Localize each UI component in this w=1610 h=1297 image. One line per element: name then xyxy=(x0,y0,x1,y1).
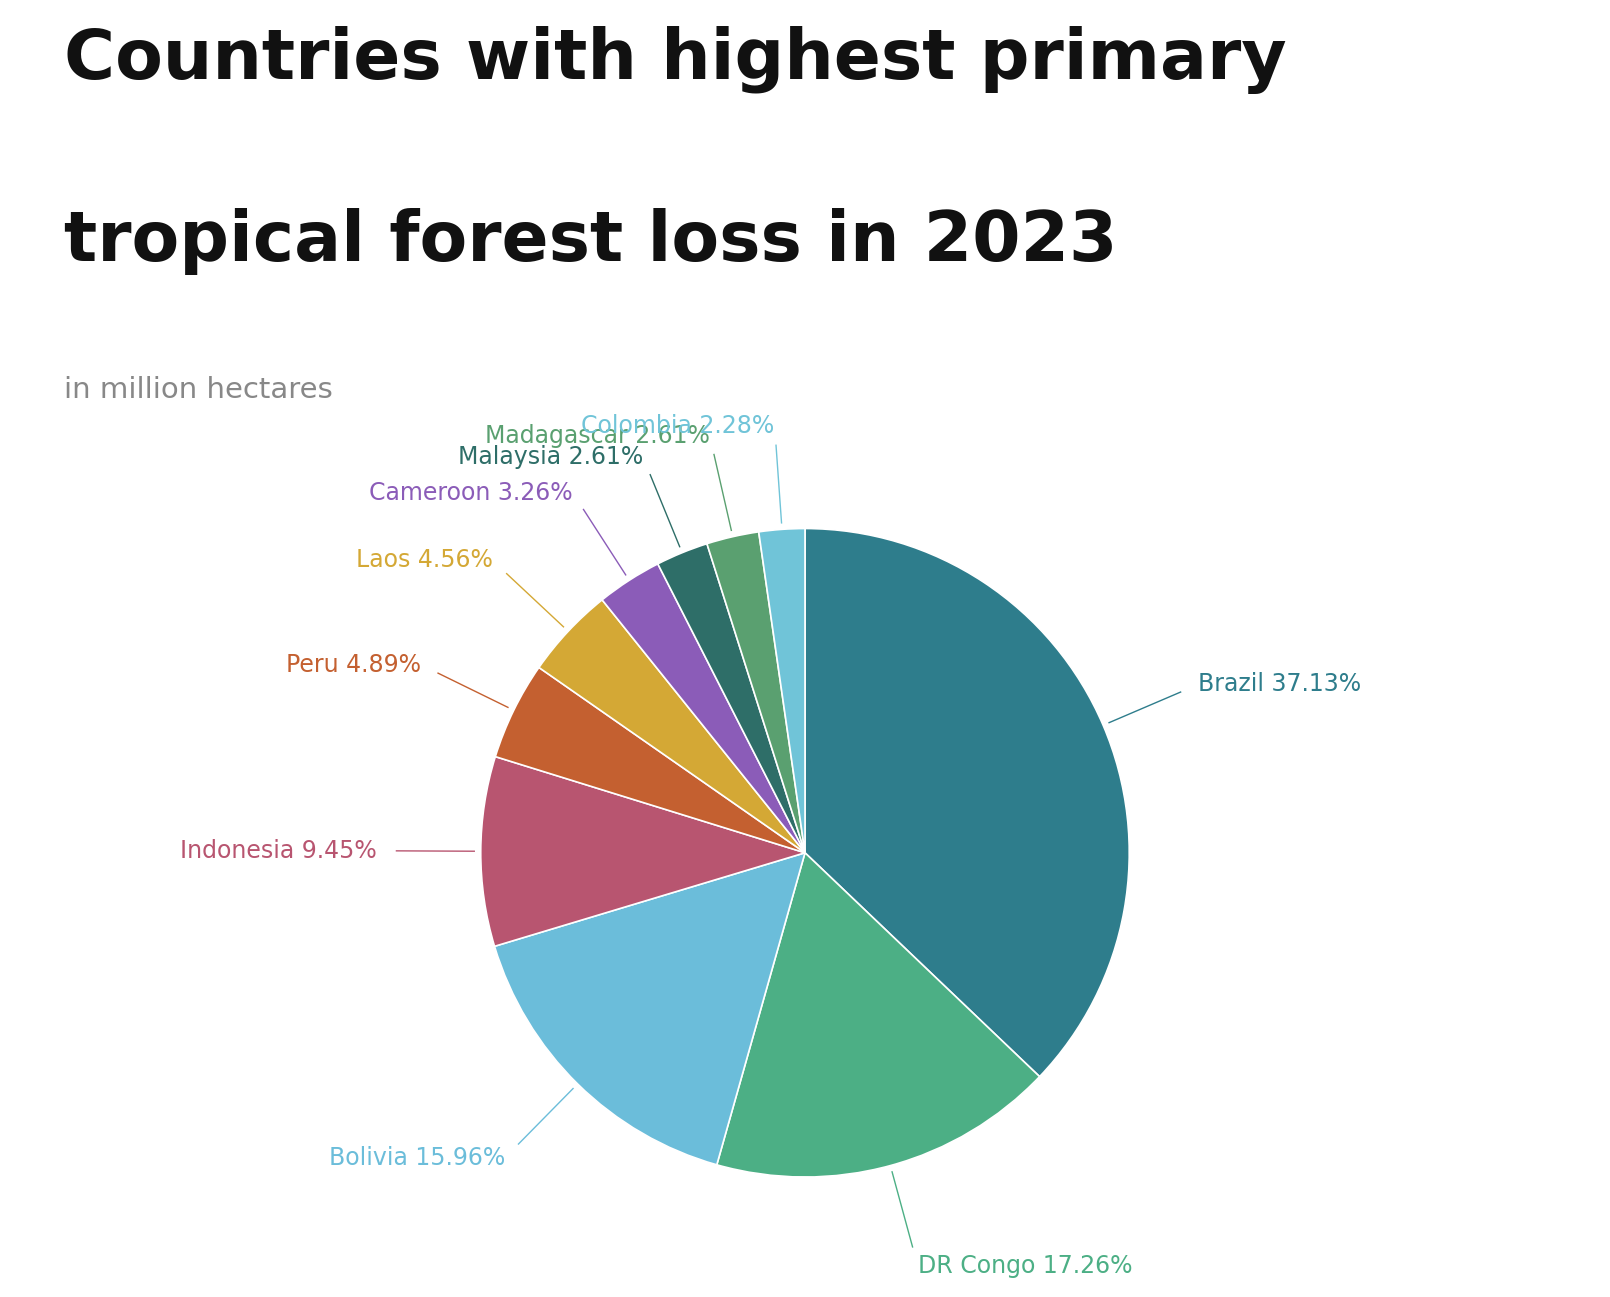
Text: Malaysia 2.61%: Malaysia 2.61% xyxy=(457,445,642,468)
Wedge shape xyxy=(602,564,805,853)
Text: Countries with highest primary: Countries with highest primary xyxy=(64,26,1286,93)
Wedge shape xyxy=(805,529,1129,1077)
Text: Bolivia 15.96%: Bolivia 15.96% xyxy=(328,1145,506,1170)
Text: in million hectares: in million hectares xyxy=(64,376,333,405)
Wedge shape xyxy=(494,853,805,1165)
Text: DR Congo 17.26%: DR Congo 17.26% xyxy=(918,1254,1132,1278)
Wedge shape xyxy=(539,599,805,853)
Text: Indonesia 9.45%: Indonesia 9.45% xyxy=(180,839,377,863)
Wedge shape xyxy=(658,543,805,853)
Wedge shape xyxy=(716,853,1040,1176)
Text: Brazil 37.13%: Brazil 37.13% xyxy=(1198,672,1362,696)
Text: Cameroon 3.26%: Cameroon 3.26% xyxy=(369,481,573,505)
Wedge shape xyxy=(758,529,805,853)
Wedge shape xyxy=(481,756,805,947)
Text: Laos 4.56%: Laos 4.56% xyxy=(356,549,493,572)
Wedge shape xyxy=(707,532,805,853)
Text: Peru 4.89%: Peru 4.89% xyxy=(285,652,420,677)
Text: Colombia 2.28%: Colombia 2.28% xyxy=(581,414,774,438)
Text: Madagascar 2.61%: Madagascar 2.61% xyxy=(485,424,710,447)
Text: tropical forest loss in 2023: tropical forest loss in 2023 xyxy=(64,208,1117,275)
Wedge shape xyxy=(496,668,805,853)
